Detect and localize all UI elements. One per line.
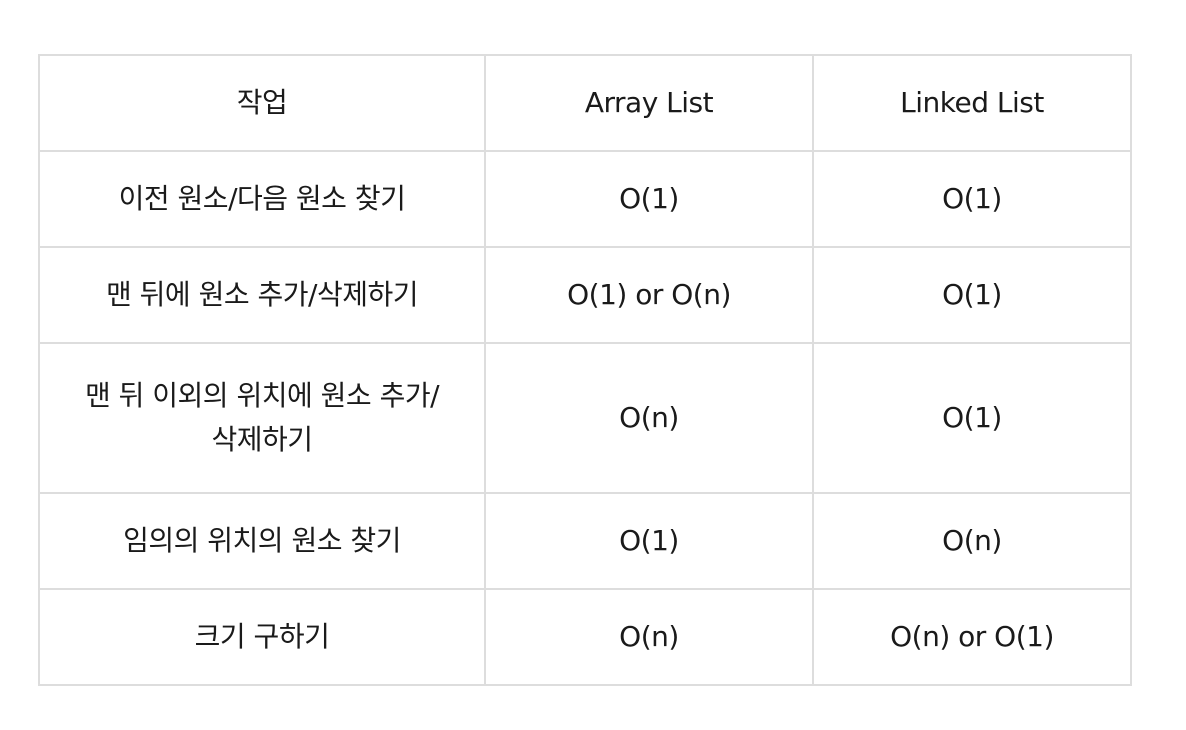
array-list-cell: O(n) [484, 588, 814, 686]
linked-list-cell: O(1) [812, 150, 1132, 248]
header-cell-linked-list: Linked List [812, 54, 1132, 152]
table-row: 맨 뒤에 원소 추가/삭제하기 O(1) or O(n) O(1) [38, 246, 1132, 344]
table-row: 임의의 위치의 원소 찾기 O(1) O(n) [38, 492, 1132, 590]
array-list-cell: O(n) [484, 342, 814, 494]
operation-cell: 맨 뒤에 원소 추가/삭제하기 [38, 246, 486, 344]
operation-cell: 임의의 위치의 원소 찾기 [38, 492, 486, 590]
table-row: 맨 뒤 이외의 위치에 원소 추가/ 삭제하기 O(n) O(1) [38, 342, 1132, 494]
header-cell-operation: 작업 [38, 54, 486, 152]
operation-cell: 크기 구하기 [38, 588, 486, 686]
table-row: 이전 원소/다음 원소 찾기 O(1) O(1) [38, 150, 1132, 248]
table-header-row: 작업 Array List Linked List [38, 54, 1132, 152]
table-row: 크기 구하기 O(n) O(n) or O(1) [38, 588, 1132, 686]
array-list-cell: O(1) [484, 492, 814, 590]
linked-list-cell: O(n) [812, 492, 1132, 590]
array-list-cell: O(1) or O(n) [484, 246, 814, 344]
linked-list-cell: O(1) [812, 342, 1132, 494]
operation-cell: 맨 뒤 이외의 위치에 원소 추가/ 삭제하기 [38, 342, 486, 494]
linked-list-cell: O(n) or O(1) [812, 588, 1132, 686]
complexity-table: 작업 Array List Linked List 이전 원소/다음 원소 찾기… [38, 54, 1132, 686]
header-cell-array-list: Array List [484, 54, 814, 152]
operation-cell: 이전 원소/다음 원소 찾기 [38, 150, 486, 248]
linked-list-cell: O(1) [812, 246, 1132, 344]
array-list-cell: O(1) [484, 150, 814, 248]
